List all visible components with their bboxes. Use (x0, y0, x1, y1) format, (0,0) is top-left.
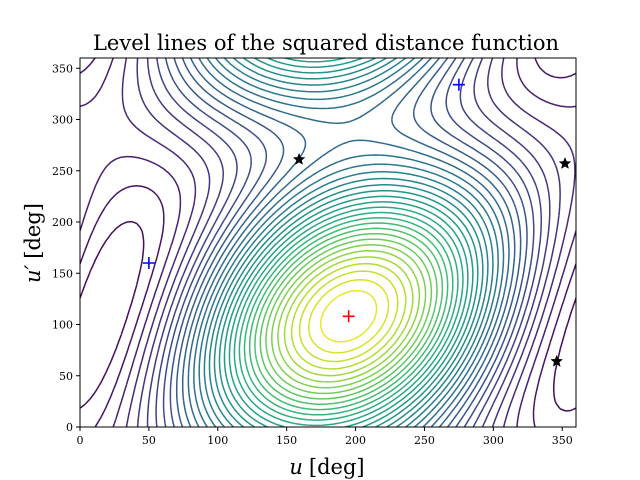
contour-level-line (80, 58, 576, 427)
contour-level-line (203, 58, 494, 427)
x-axis-unit: [deg] (309, 455, 365, 479)
contour-level-line (283, 256, 414, 377)
contour-level-line (298, 270, 399, 363)
y-tick-label: 50 (59, 370, 73, 383)
saddle-point-marker (558, 156, 572, 169)
contour-level-line (181, 58, 516, 427)
x-tick-label: 300 (483, 434, 504, 447)
contour-level-line (319, 289, 378, 343)
contour-level-line (233, 206, 464, 427)
contour-level-line (254, 227, 444, 406)
contour-level-line (228, 58, 469, 427)
plot-frame (79, 57, 577, 428)
y-tick-label: 250 (52, 165, 73, 178)
x-tick-label: 200 (345, 434, 366, 447)
chart-title: Level lines of the squared distance func… (93, 31, 559, 55)
contour-level-line (169, 58, 528, 427)
x-tick-label: 150 (276, 434, 297, 447)
x-axis-label: u [deg] (289, 455, 364, 479)
y-axis-ticks: 0 50 100 150 200 250 300 350 (52, 62, 80, 434)
y-tick-label: 150 (52, 267, 73, 280)
contour-level-line (213, 58, 484, 427)
y-axis-variable: u′ (21, 264, 45, 283)
y-axis-label: u′ [deg] (21, 203, 45, 283)
contour-level-line (308, 278, 390, 354)
x-tick-label: 250 (414, 434, 435, 447)
contour-level-line (243, 217, 454, 416)
contour-level-line (290, 262, 407, 370)
contour-level-line (136, 58, 561, 427)
x-tick-label: 50 (142, 434, 156, 447)
y-tick-label: 0 (66, 421, 73, 434)
contour-level-line (277, 249, 421, 383)
x-tick-label: 0 (77, 434, 84, 447)
saddle-point-marker (550, 354, 564, 367)
contour-level-line (198, 58, 499, 427)
contour-level-line (208, 58, 489, 427)
y-tick-label: 100 (52, 319, 73, 332)
contour-level-line (238, 211, 459, 421)
critical-point-markers (142, 78, 572, 367)
x-tick-label: 100 (207, 434, 228, 447)
x-axis-variable: u (289, 455, 303, 479)
contour-level-line (271, 244, 427, 389)
contour-level-line (218, 58, 479, 427)
contour-level-line (175, 58, 522, 427)
y-tick-label: 350 (52, 62, 73, 75)
contour-level-line (223, 58, 474, 427)
y-tick-label: 300 (52, 114, 73, 127)
contour-level-line (259, 232, 438, 400)
contour-level-line (193, 58, 505, 427)
contour-level-line (248, 222, 449, 411)
contour-level-line (162, 58, 535, 427)
saddle-point-marker (292, 152, 306, 165)
y-axis-unit: [deg] (21, 203, 45, 259)
minimum-marker (142, 257, 155, 269)
minimum-marker (452, 78, 465, 91)
x-tick-label: 350 (552, 434, 573, 447)
x-axis-ticks: 0 50 100 150 200 250 300 350 (77, 427, 573, 447)
maximum-marker (342, 310, 355, 323)
contour-level-line (155, 58, 543, 427)
y-tick-label: 200 (52, 216, 73, 229)
contour-level-line (146, 58, 551, 427)
contour-level-line (187, 58, 510, 427)
contour-lines (80, 58, 576, 427)
contour-level-line (265, 238, 433, 395)
